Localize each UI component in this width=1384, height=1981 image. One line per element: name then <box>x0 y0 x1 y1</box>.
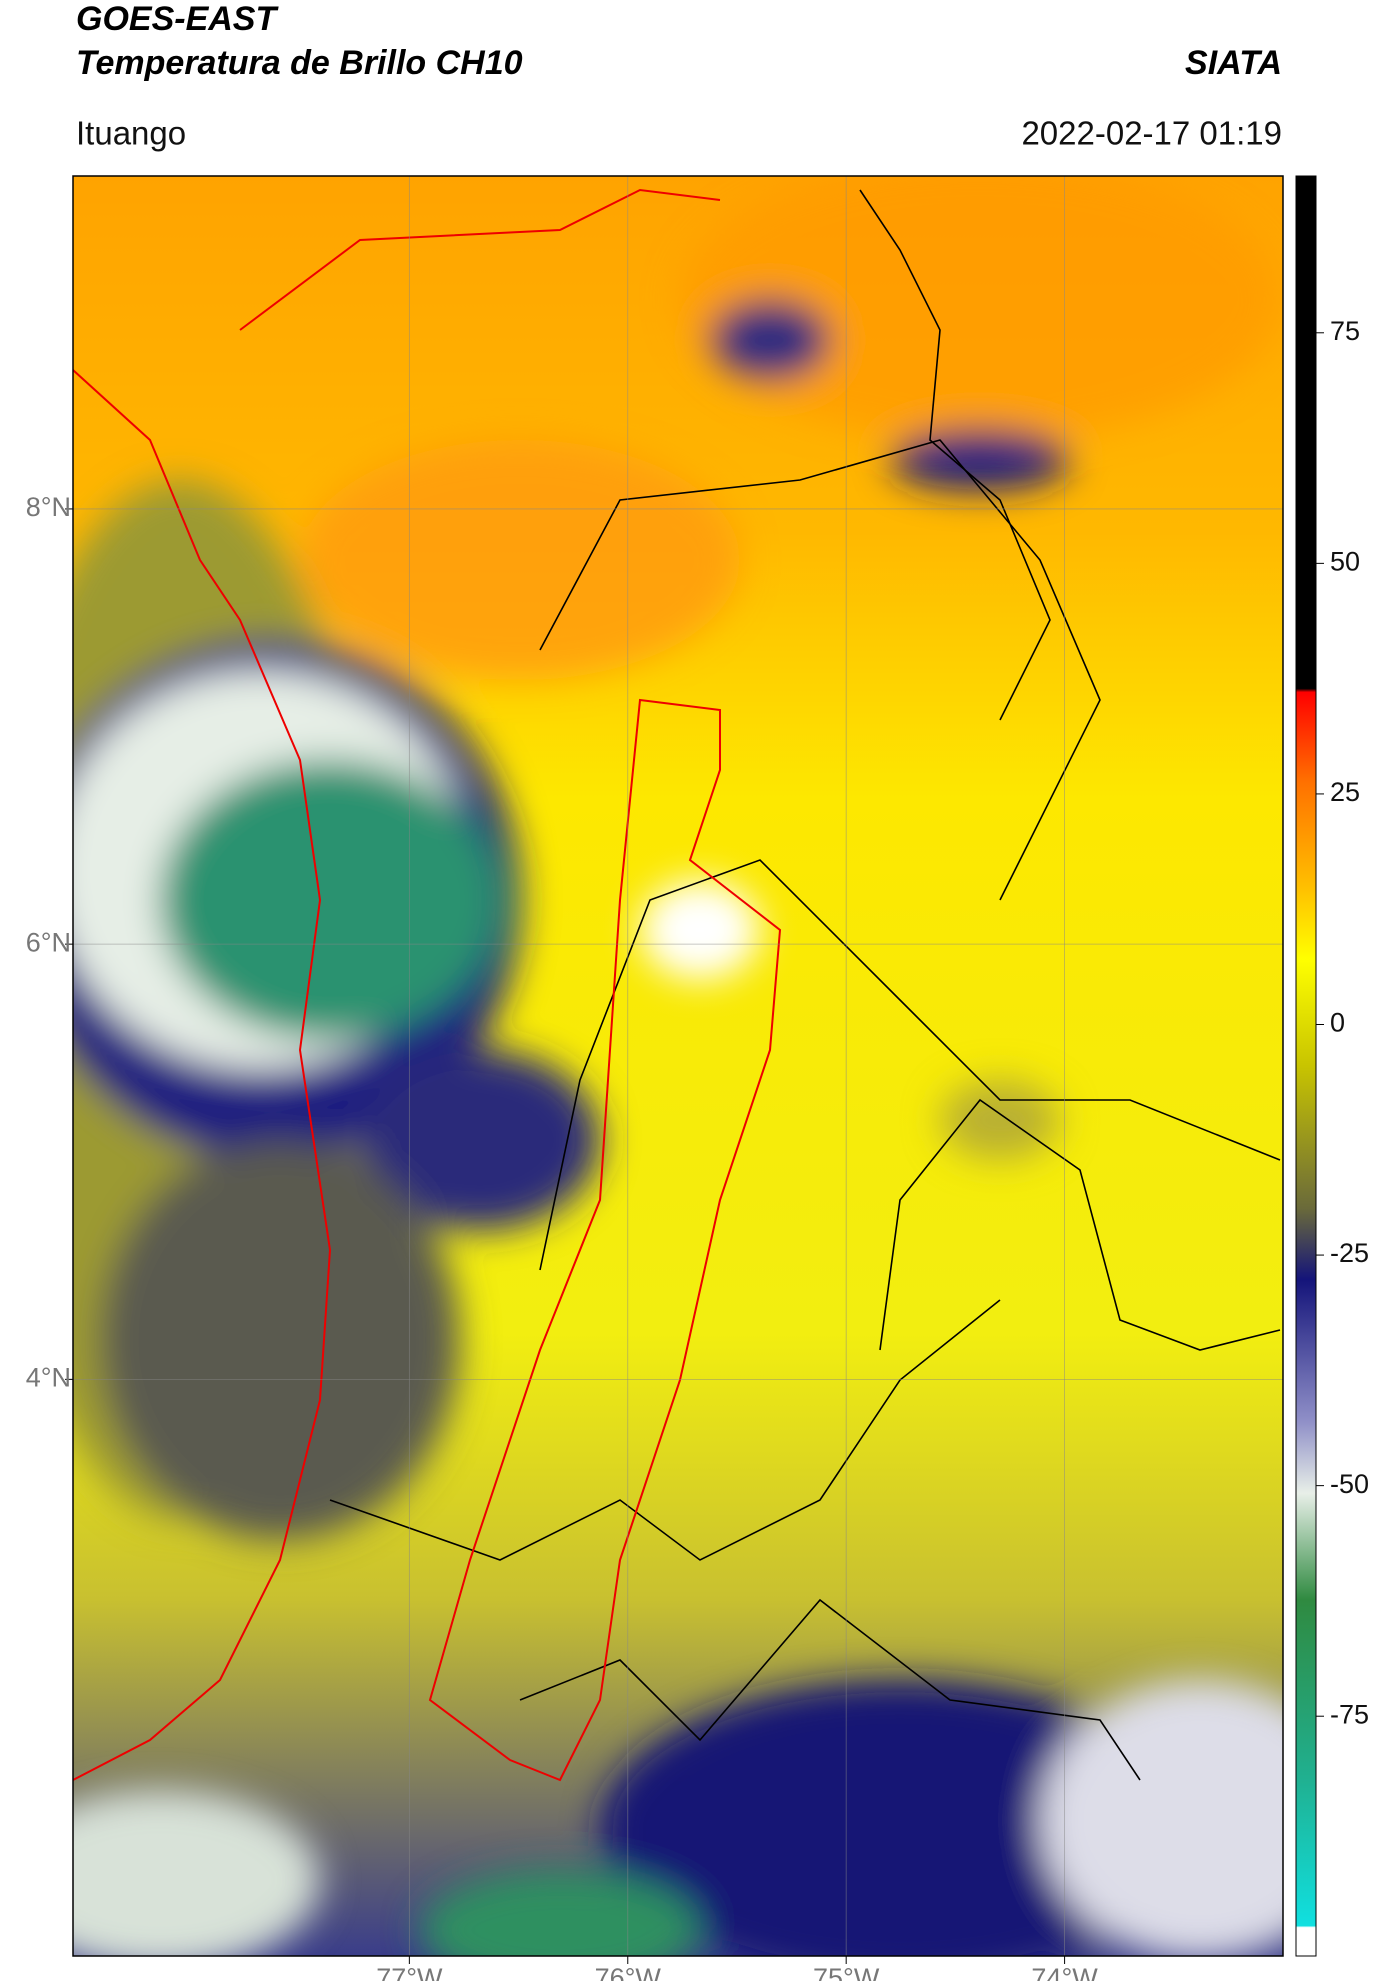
map-frame <box>72 175 1284 1957</box>
colorbar-tick-label: -50 <box>1330 1469 1369 1499</box>
y-tick-label: 4°N <box>26 1362 71 1392</box>
source: SIATA <box>1185 44 1282 82</box>
subtitle: Temperatura de Brillo CH10 <box>76 44 523 82</box>
datetime: 2022-02-17 01:19 <box>1021 115 1282 152</box>
y-tick-label: 6°N <box>26 927 71 957</box>
colorbar <box>1295 175 1317 1957</box>
location: Ituango <box>76 115 186 152</box>
title: GOES-EAST <box>76 0 279 38</box>
colorbar-tick-label: 0 <box>1330 1008 1345 1038</box>
colorbar-tick-label: 75 <box>1330 316 1360 346</box>
colorbar-tick-label: -25 <box>1330 1238 1369 1268</box>
map-image <box>73 176 1283 1956</box>
x-tick-label: 76°W <box>595 1963 662 1981</box>
x-tick-label: 75°W <box>813 1963 880 1981</box>
x-tick-label: 77°W <box>376 1963 443 1981</box>
colorbar-tick-label: 50 <box>1330 546 1360 576</box>
grid <box>73 176 1283 1956</box>
x-tick-label: 74°W <box>1031 1963 1098 1981</box>
colorbar-tick-label: -75 <box>1330 1699 1369 1729</box>
colorbar-tick-label: 25 <box>1330 777 1360 807</box>
y-tick-label: 8°N <box>26 492 71 522</box>
